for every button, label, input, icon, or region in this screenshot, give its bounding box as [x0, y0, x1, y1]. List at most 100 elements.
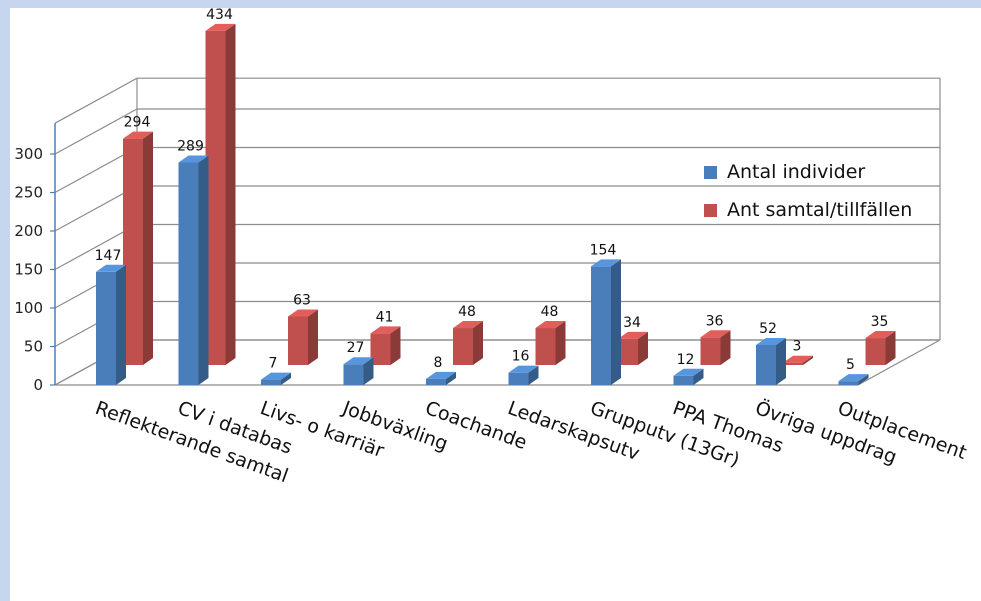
bar-series-1	[838, 374, 869, 385]
bar-series-1-top	[343, 357, 374, 365]
gridline-side	[54, 108, 138, 155]
bar-series-1-side	[693, 368, 704, 385]
bar-series-2-side	[473, 321, 483, 365]
bar-series-1-front	[508, 372, 529, 385]
bar-series-1-top	[591, 259, 621, 267]
data-label-series-2: 41	[376, 309, 394, 325]
bar-series-2-top	[370, 326, 401, 334]
bar-series-2-front	[288, 316, 308, 365]
data-label-series-2: 3	[793, 339, 802, 355]
bar-series-1	[96, 264, 126, 385]
bar-series-1-front	[673, 375, 694, 385]
y-tick-label: 300	[14, 145, 43, 163]
bar-series-1	[756, 337, 786, 385]
bar-series-1	[591, 259, 621, 385]
bar-series-2	[618, 331, 648, 365]
data-label-series-2: 63	[293, 292, 311, 308]
legend-swatch	[704, 166, 717, 179]
bar-series-1-side	[611, 259, 621, 385]
bar-series-2-front	[618, 338, 638, 365]
bar-series-2-top	[618, 331, 648, 339]
data-label-series-1: 147	[95, 248, 122, 264]
bar-series-1-front	[96, 271, 116, 385]
bar-series-2-front	[205, 30, 226, 365]
bar-series-1	[673, 368, 704, 385]
bar-series-1-top	[178, 155, 209, 163]
bar-series-2-side	[638, 331, 648, 365]
bar-series-1	[508, 365, 539, 385]
bar-series-2-top	[453, 321, 483, 329]
data-label-series-2: 48	[541, 304, 559, 320]
y-tick-label: 50	[24, 338, 43, 356]
bar-series-2	[288, 309, 318, 365]
bar-series-1-front	[178, 162, 199, 385]
gridline-side	[54, 77, 138, 124]
data-label-series-1: 5	[846, 357, 855, 373]
data-label-series-1: 52	[759, 321, 777, 337]
bar-series-1-front	[756, 344, 776, 385]
bar-series-2	[453, 321, 483, 365]
bar-series-2	[700, 330, 731, 365]
bar-series-1	[426, 371, 456, 385]
bar-series-1-front	[261, 379, 281, 385]
bar-series-2-top	[123, 131, 153, 139]
data-label-series-1: 154	[590, 242, 617, 258]
bar-series-2-side	[308, 309, 318, 365]
bar-series-1-top	[261, 372, 291, 380]
data-label-series-1: 12	[677, 352, 695, 368]
bar-series-1-side	[776, 337, 786, 385]
data-label-series-2: 294	[124, 115, 151, 131]
data-label-series-1: 8	[434, 355, 443, 371]
bar-series-1-side	[281, 372, 291, 385]
bar-series-2	[123, 131, 153, 365]
bar-series-1-side	[446, 371, 456, 385]
legend-label: Ant samtal/tillfällen	[727, 199, 912, 221]
chart-area: 0 50 100 150 200 250 300 294 147 Reflekterande sa…	[10, 8, 981, 601]
legend-swatch	[704, 204, 717, 217]
bar-series-1-side	[528, 365, 539, 385]
data-label-series-2: 48	[458, 304, 476, 320]
bar-series-1-front	[343, 364, 364, 385]
bar-series-1-top	[838, 374, 869, 382]
bar-series-1-front	[838, 381, 859, 385]
bar-series-2-front	[783, 362, 803, 365]
bar-series-2-front	[700, 337, 721, 365]
bar-series-2-front	[865, 338, 886, 365]
data-label-series-1: 7	[269, 356, 278, 372]
bar-series-1-front	[591, 266, 611, 385]
bar-series-2	[535, 321, 566, 365]
data-label-series-1: 16	[512, 349, 530, 365]
data-label-series-2: 34	[623, 315, 641, 331]
bar-series-2-top	[205, 23, 236, 31]
bar-series-2-front	[123, 138, 143, 365]
bar-series-1-top	[673, 368, 704, 376]
bar-series-2-side	[720, 330, 731, 365]
y-tick-label: 0	[33, 376, 43, 394]
bar-series-2-side	[555, 321, 566, 365]
bar-series-2-side	[225, 23, 236, 365]
bar-series-1-front	[426, 378, 446, 385]
bar-series-2-top	[288, 309, 318, 317]
bar-series-2	[205, 23, 236, 365]
bar-series-2-side	[143, 131, 153, 365]
bar-series-2	[783, 355, 813, 365]
bar-series-2-front	[370, 333, 391, 365]
bar-series-1-side	[858, 374, 869, 385]
bar-series-1-top	[426, 371, 456, 379]
bar-series-1	[261, 372, 291, 385]
bar-series-2	[370, 326, 401, 365]
bar-series-1-side	[198, 155, 209, 385]
bar-series-2-side	[803, 355, 813, 365]
legend-label: Antal individer	[727, 161, 865, 183]
bar-series-1-side	[116, 264, 126, 385]
bar-series-2-side	[390, 326, 401, 365]
bar-series-2	[865, 331, 896, 365]
bar-series-2-top	[700, 330, 731, 338]
bar-series-2-front	[535, 328, 556, 365]
bar-series-2-top	[783, 355, 813, 363]
bar-series-1-top	[96, 264, 126, 272]
bar-series-2-top	[535, 321, 566, 329]
bar-series-2-front	[453, 328, 473, 365]
bar-series-2-top	[865, 331, 896, 339]
